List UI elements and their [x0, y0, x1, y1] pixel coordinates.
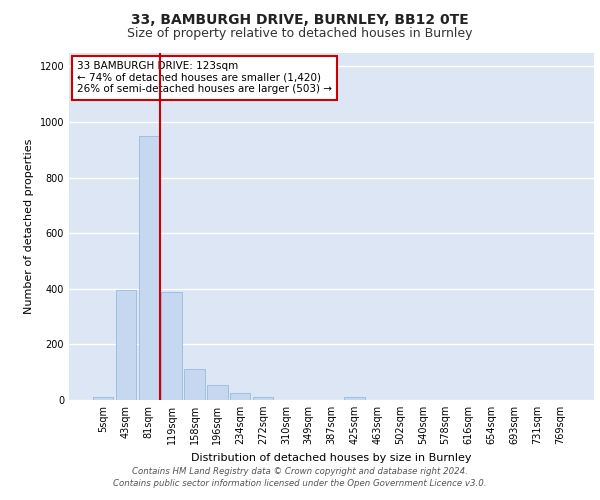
- Bar: [344, 396, 365, 400]
- Bar: [230, 393, 250, 400]
- Text: Size of property relative to detached houses in Burnley: Size of property relative to detached ho…: [127, 28, 473, 40]
- Bar: [253, 396, 273, 400]
- Bar: [161, 292, 182, 400]
- Bar: [207, 384, 227, 400]
- Text: Contains HM Land Registry data © Crown copyright and database right 2024.
Contai: Contains HM Land Registry data © Crown c…: [113, 466, 487, 487]
- X-axis label: Distribution of detached houses by size in Burnley: Distribution of detached houses by size …: [191, 452, 472, 462]
- Bar: [184, 370, 205, 400]
- Text: 33, BAMBURGH DRIVE, BURNLEY, BB12 0TE: 33, BAMBURGH DRIVE, BURNLEY, BB12 0TE: [131, 12, 469, 26]
- Bar: [116, 290, 136, 400]
- Bar: [93, 397, 113, 400]
- Bar: [139, 136, 159, 400]
- Y-axis label: Number of detached properties: Number of detached properties: [24, 138, 34, 314]
- Text: 33 BAMBURGH DRIVE: 123sqm
← 74% of detached houses are smaller (1,420)
26% of se: 33 BAMBURGH DRIVE: 123sqm ← 74% of detac…: [77, 61, 332, 94]
